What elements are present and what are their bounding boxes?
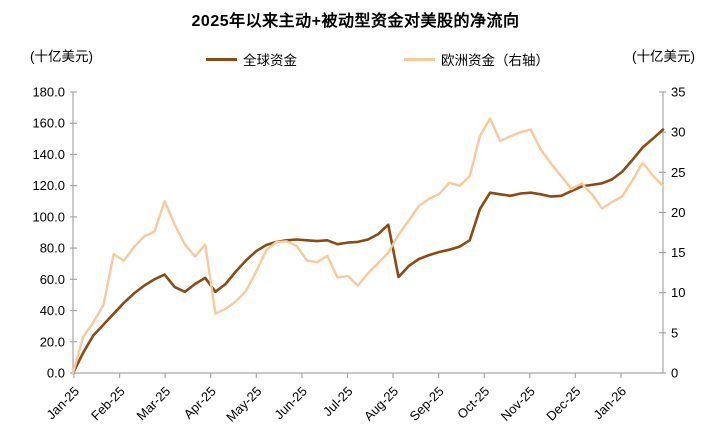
left-axis-tick-label: 120.0 [32,178,65,193]
right-axis-unit-label: (十亿美元) [632,49,695,64]
right-axis-tick-label: 5 [671,325,678,340]
legend-label-europe: 欧洲资金（右轴） [441,53,549,68]
x-axis-tick-label: Oct-25 [454,384,492,422]
x-axis-tick-label: Jun-25 [271,384,310,423]
x-axis-tick-label: Jan-26 [590,384,629,423]
left-axis-unit-label: (十亿美元) [30,49,93,64]
left-axis-tick-label: 160.0 [32,116,65,131]
left-axis-tick-label: 100.0 [32,209,65,224]
europe-series-line [71,117,665,375]
x-axis-tick-label: Jan-25 [43,384,82,423]
right-axis-tick-label: 20 [671,205,685,220]
x-axis-tick-label: Feb-25 [88,384,128,424]
x-axis-tick-label: Dec-25 [543,384,583,424]
global-line-swatch [206,57,237,61]
x-axis-tick-label: Aug-25 [361,384,401,424]
left-axis-tick-label: 180.0 [32,85,65,100]
right-axis-tick-label: 15 [671,245,685,260]
right-axis-tick-label: 30 [671,125,685,140]
left-axis-tick-label: 20.0 [40,334,65,349]
left-axis-tick-label: 40.0 [40,303,65,318]
right-axis-tick-label: 10 [671,285,685,300]
legend-label-global: 全球资金 [243,53,297,68]
legend-item-global: 全球资金 [206,49,297,69]
x-axis-tick-label: Sep-25 [407,384,447,424]
x-axis-tick-label: May-25 [223,384,264,425]
global-series-line [71,128,665,375]
left-axis-tick-label: 80.0 [40,241,65,256]
left-axis-tick-label: 0.0 [47,366,65,381]
x-axis-tick-label: Apr-25 [181,384,219,422]
x-axis-tick-label: Mar-25 [134,384,174,424]
right-axis-tick-label: 0 [671,366,678,381]
left-axis-tick-label: 140.0 [32,147,65,162]
legend-item-europe: 欧洲资金（右轴） [404,49,549,69]
right-axis-tick-label: 35 [671,85,685,100]
chart-title: 2025年以来主动+被动型资金对美股的净流向 [191,13,520,30]
right-axis-tick-label: 25 [671,165,685,180]
europe-line-swatch [404,57,435,61]
x-axis-tick-label: Nov-25 [498,384,538,424]
left-axis-tick-label: 60.0 [40,272,65,287]
x-axis-tick-label: Jul-25 [320,384,356,420]
